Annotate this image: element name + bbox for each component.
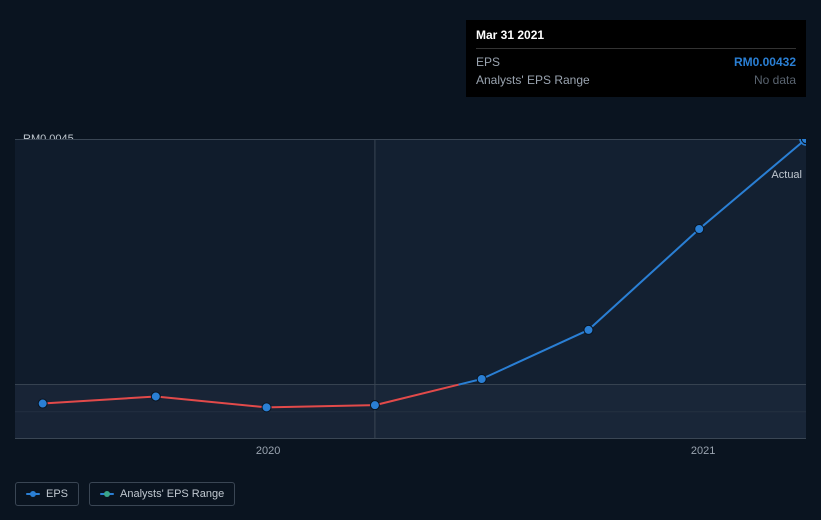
tooltip-row: EPS RM0.00432 (476, 53, 796, 71)
x-axis: 2020 2021 (15, 445, 806, 461)
x-axis-label: 2021 (691, 445, 715, 457)
chart-plot[interactable]: Actual (15, 139, 806, 439)
legend-label: Analysts' EPS Range (120, 488, 224, 500)
legend-item-analysts-range[interactable]: Analysts' EPS Range (89, 482, 235, 506)
tooltip-date: Mar 31 2021 (476, 28, 796, 49)
tooltip-label: Analysts' EPS Range (476, 73, 754, 87)
tooltip-label: EPS (476, 55, 734, 69)
legend-item-eps[interactable]: EPS (15, 482, 79, 506)
tooltip-row: Analysts' EPS Range No data (476, 71, 796, 89)
chart-svg (15, 139, 806, 439)
actual-label: Actual (771, 169, 802, 181)
eps-chart[interactable]: RM0.0045RM0-RM0.0005 Actual 20202021 (15, 115, 806, 455)
legend-label: EPS (46, 488, 68, 500)
tooltip-value: RM0.00432 (734, 55, 796, 69)
tooltip-value: No data (754, 73, 796, 87)
legend-swatch-icon (26, 493, 40, 495)
chart-tooltip: Mar 31 2021 EPS RM0.00432 Analysts' EPS … (466, 20, 806, 97)
chart-legend: EPS Analysts' EPS Range (15, 482, 235, 506)
x-axis-label: 2020 (256, 445, 280, 457)
legend-swatch-icon (100, 493, 114, 495)
